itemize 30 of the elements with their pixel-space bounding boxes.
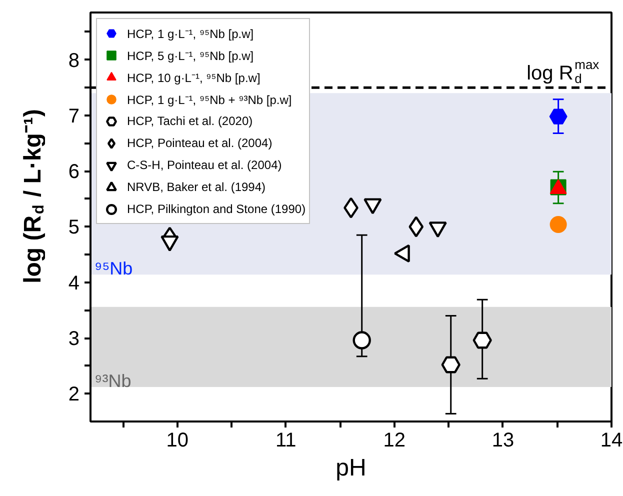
legend-label: HCP, Tachi et al. (2020) xyxy=(127,113,253,129)
y-tick-label: 8 xyxy=(68,50,80,72)
y-tick-label: 5 xyxy=(68,216,80,239)
y-tick-label: 4 xyxy=(68,272,80,294)
x-tick-label: 13 xyxy=(492,430,514,452)
legend-label: HCP, 10 g·L⁻¹, ⁹⁵Nb [p.w] xyxy=(127,70,260,86)
band-label: ⁹⁵Nb xyxy=(94,258,133,279)
legend-label: HCP, Pointeau et al. (2004) xyxy=(127,135,272,151)
point xyxy=(472,332,492,349)
band-label: ⁹³Nb xyxy=(94,371,132,391)
x-tick-label: 11 xyxy=(275,430,296,452)
x-tick-label: 14 xyxy=(600,430,623,452)
point xyxy=(408,216,424,238)
y-tick-label: 7 xyxy=(68,105,80,128)
point xyxy=(441,356,460,374)
legend-label: HCP, 5 g·L⁻¹, ⁹⁵Nb [p.w] xyxy=(127,48,254,64)
x-tick-label: 12 xyxy=(383,430,406,452)
legend-label: NRVB, Baker et al. (1994) xyxy=(127,179,266,195)
y-tick-label: 3 xyxy=(68,328,80,350)
point xyxy=(352,331,371,350)
legend-label: HCP, 1 g·L⁻¹, ⁹⁵Nb [p.w] xyxy=(127,26,254,42)
x-axis-title: pH xyxy=(336,454,366,482)
y-tick-label: 6 xyxy=(68,161,80,184)
point xyxy=(550,216,567,233)
y-tick-label: 2 xyxy=(68,384,80,406)
point xyxy=(549,108,568,124)
legend-label: C-S-H, Pointeau et al. (2004) xyxy=(127,157,282,173)
x-tick-label: 10 xyxy=(166,430,188,452)
legend-label: HCP, Pilkington and Stone (1990) xyxy=(127,201,306,217)
legend-label: HCP, 1 g·L⁻¹, ⁹⁵Nb + ⁹³Nb [p.w] xyxy=(127,92,292,108)
